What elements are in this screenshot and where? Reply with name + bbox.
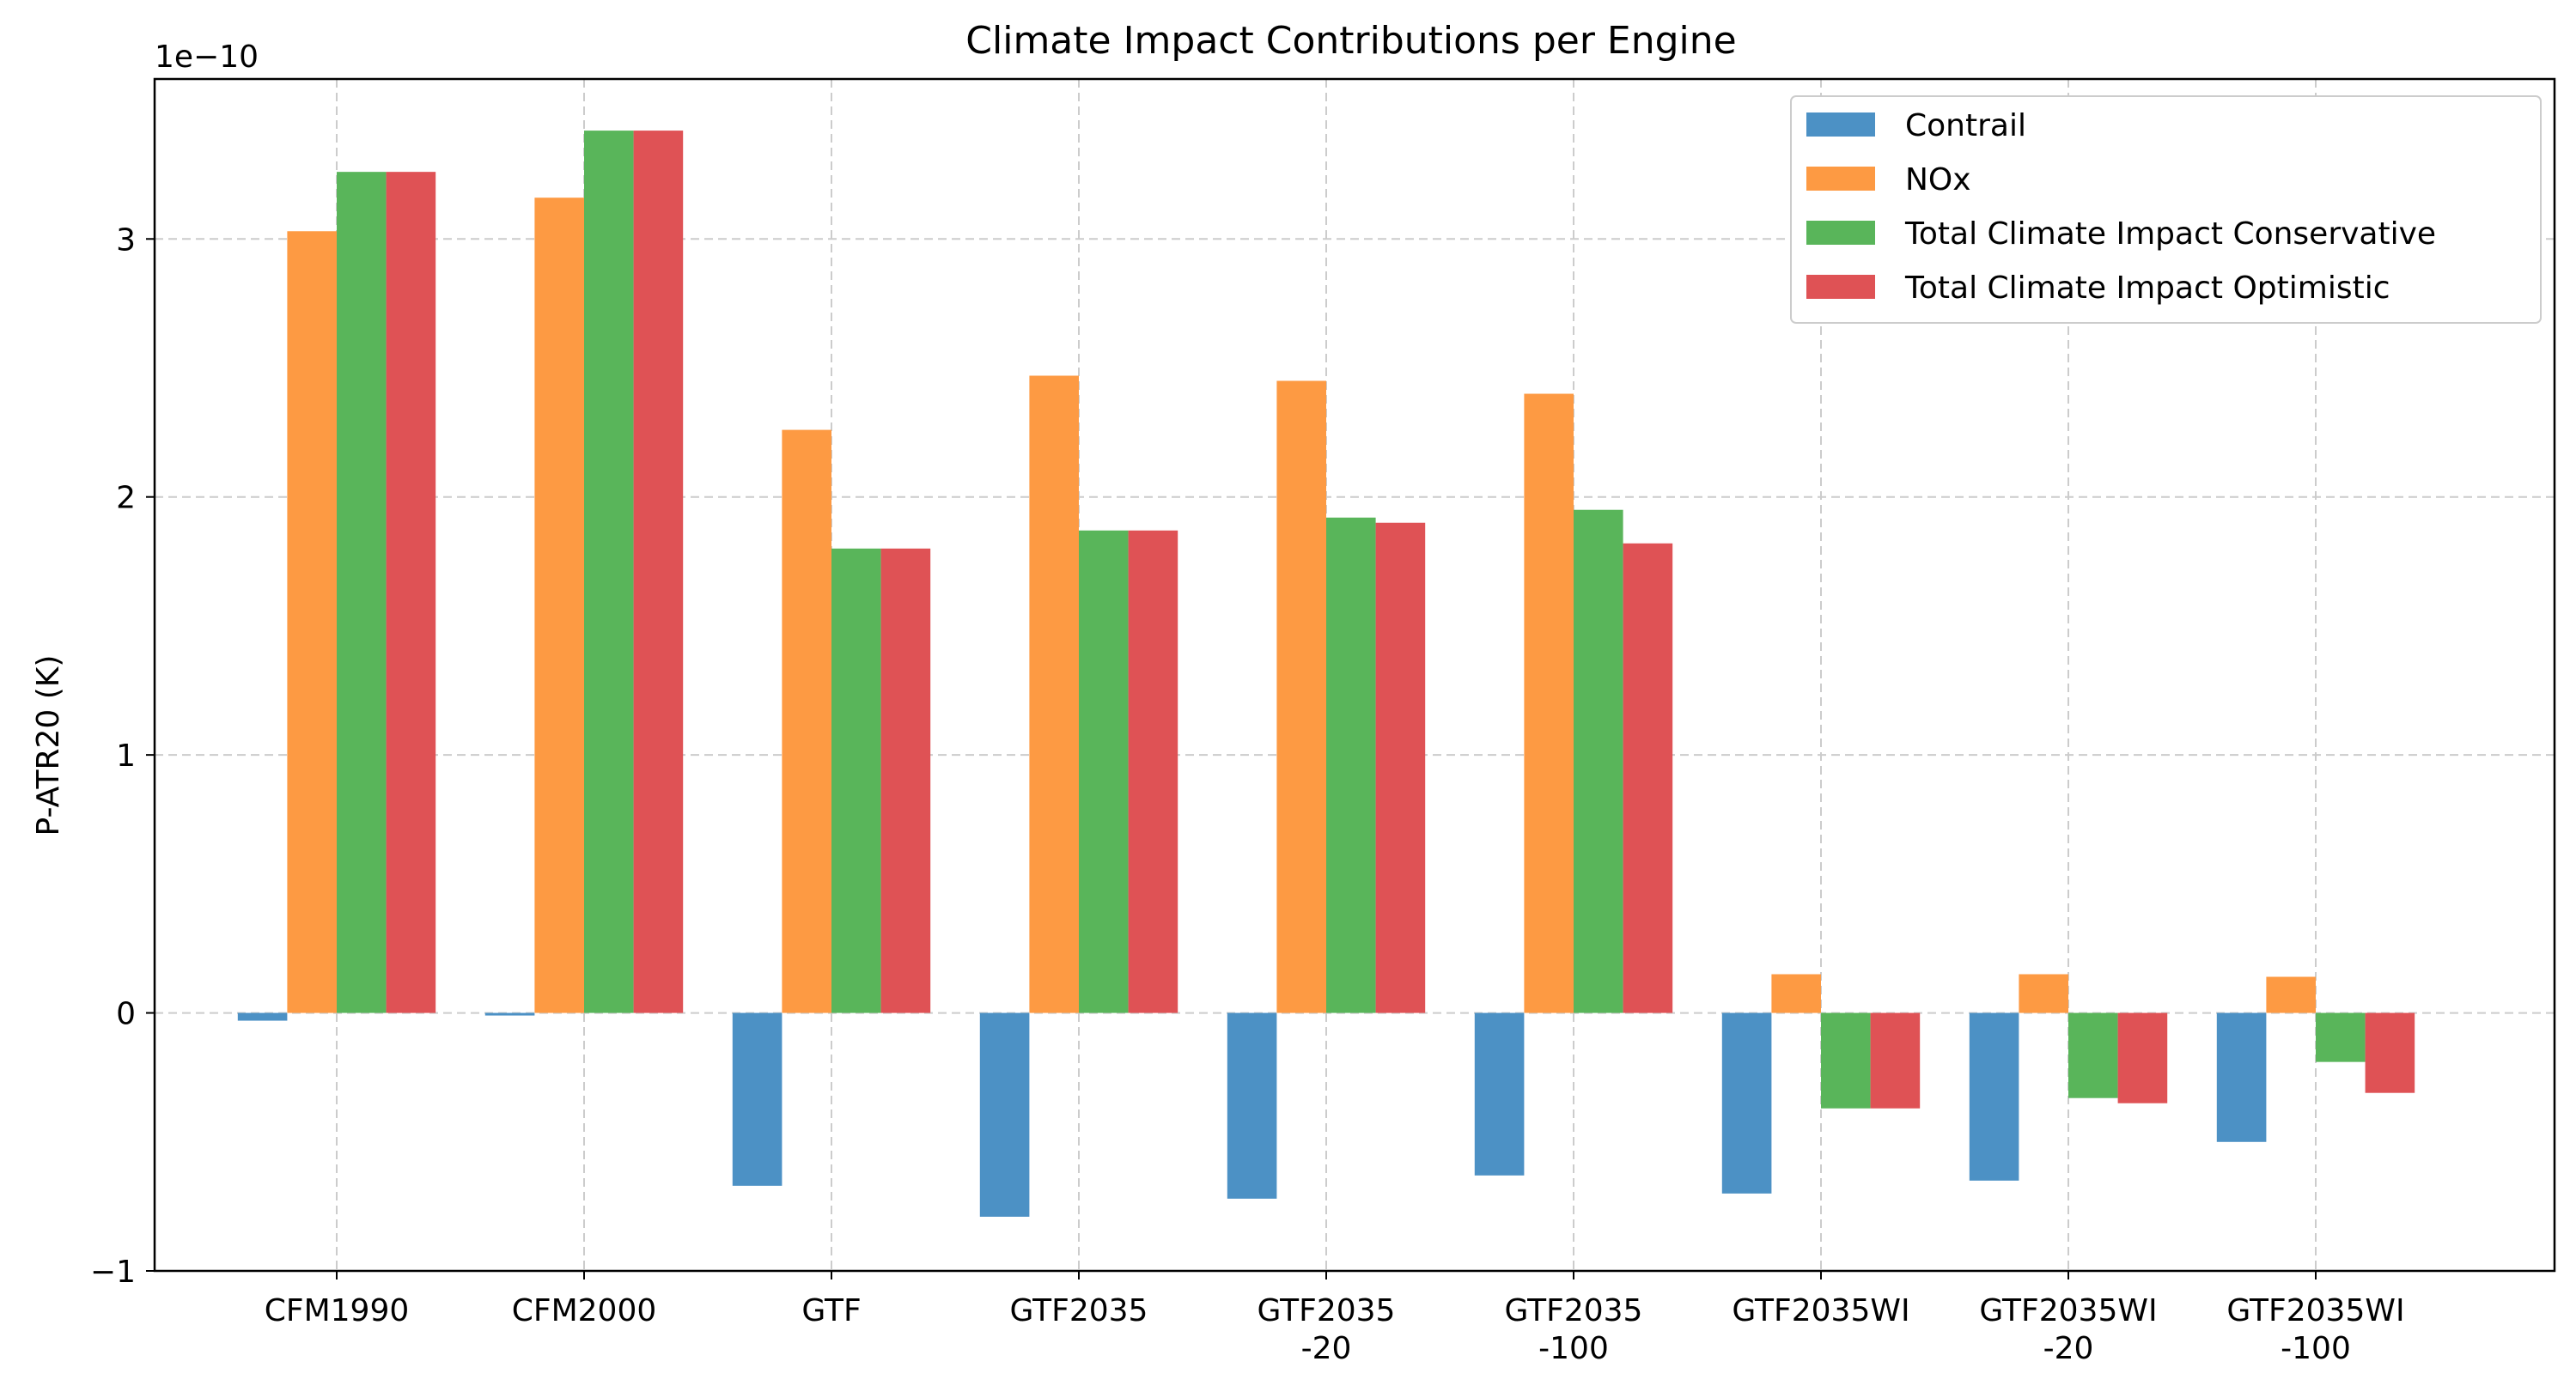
bar-contrail — [1474, 1012, 1525, 1176]
x-tick-label: -20 — [1301, 1331, 1352, 1366]
bar-nox — [2266, 976, 2316, 1013]
bar-nox — [2019, 974, 2068, 1013]
chart-title: Climate Impact Contributions per Engine — [965, 19, 1736, 63]
bar-total-climate-impact-optimistic — [386, 172, 436, 1013]
legend-label: Contrail — [1905, 108, 2026, 143]
bar-total-climate-impact-conservative — [584, 131, 634, 1013]
bars — [237, 131, 2415, 1217]
bar-nox — [1276, 380, 1326, 1013]
plot-frame — [153, 77, 2556, 1273]
legend-label: NOx — [1905, 162, 1971, 198]
bar-total-climate-impact-conservative — [2068, 1012, 2118, 1098]
bar-contrail — [2216, 1012, 2267, 1142]
legend-swatch — [1806, 275, 1875, 299]
bar-nox — [1524, 393, 1574, 1013]
y-tick-label: 3 — [116, 222, 136, 258]
bar-contrail — [1227, 1012, 1277, 1199]
bar-contrail — [1721, 1012, 1772, 1194]
x-tick-label: CFM2000 — [512, 1293, 657, 1328]
x-tick-label: GTF2035 — [1505, 1293, 1643, 1328]
legend: Contrail NOx Total Climate Impact Conserva… — [1790, 95, 2542, 324]
bar-total-climate-impact-conservative — [831, 548, 881, 1013]
bar-nox — [1771, 974, 1821, 1013]
bar-total-climate-impact-conservative — [1079, 530, 1129, 1013]
legend-label: Total Climate Impact Conservative — [1904, 216, 2436, 252]
bar-nox — [287, 231, 337, 1013]
y-offset-label: 1e−10 — [155, 40, 259, 75]
x-tick-label: -100 — [2281, 1331, 2351, 1366]
legend-label: Total Climate Impact Optimistic — [1904, 270, 2390, 306]
x-tick-label: -100 — [1538, 1331, 1609, 1366]
bar-total-climate-impact-optimistic — [1128, 530, 1178, 1013]
bar-contrail — [1969, 1012, 2019, 1181]
bar-total-climate-impact-optimistic — [2365, 1012, 2415, 1093]
bar-total-climate-impact-optimistic — [1870, 1012, 1921, 1109]
bar-contrail — [237, 1012, 288, 1021]
x-tick-label: GTF2035WI — [1979, 1293, 2157, 1328]
bar-nox — [534, 198, 584, 1013]
bar-total-climate-impact-conservative — [1821, 1012, 1871, 1109]
bar-total-climate-impact-optimistic — [1375, 522, 1426, 1013]
y-axis-label: P-ATR20 (K) — [31, 655, 66, 836]
bar-total-climate-impact-conservative — [2316, 1012, 2366, 1062]
bar-contrail — [979, 1012, 1030, 1217]
bar-total-climate-impact-conservative — [1326, 517, 1376, 1013]
bar-nox — [1029, 375, 1079, 1013]
x-tick-label: GTF2035 — [1258, 1293, 1396, 1328]
bar-nox — [782, 429, 831, 1013]
bar-total-climate-impact-optimistic — [1623, 543, 1673, 1013]
y-tick-label: 1 — [116, 739, 136, 774]
legend-swatch — [1806, 167, 1875, 191]
bar-contrail — [732, 1012, 783, 1186]
legend-swatch — [1806, 221, 1875, 245]
x-tick-label: GTF2035WI — [1732, 1293, 1909, 1328]
x-tick-label: -20 — [2043, 1331, 2094, 1366]
x-tick-label: GTF2035 — [1010, 1293, 1148, 1328]
legend-box — [1790, 95, 2542, 324]
x-tick-label: GTF2035WI — [2226, 1293, 2404, 1328]
bar-total-climate-impact-optimistic — [633, 131, 684, 1013]
bar-total-climate-impact-optimistic — [880, 548, 931, 1013]
y-tick-label: −1 — [90, 1255, 136, 1290]
x-tick-label: CFM1990 — [265, 1293, 410, 1328]
y-tick-label: 0 — [116, 997, 136, 1032]
x-tick-label: GTF — [801, 1293, 861, 1328]
bar-total-climate-impact-conservative — [1574, 509, 1623, 1013]
bar-total-climate-impact-optimistic — [2117, 1012, 2168, 1103]
y-tick-label: 2 — [116, 481, 136, 516]
legend-swatch — [1806, 112, 1875, 137]
bar-contrail — [484, 1012, 535, 1016]
bar-total-climate-impact-conservative — [337, 172, 387, 1013]
